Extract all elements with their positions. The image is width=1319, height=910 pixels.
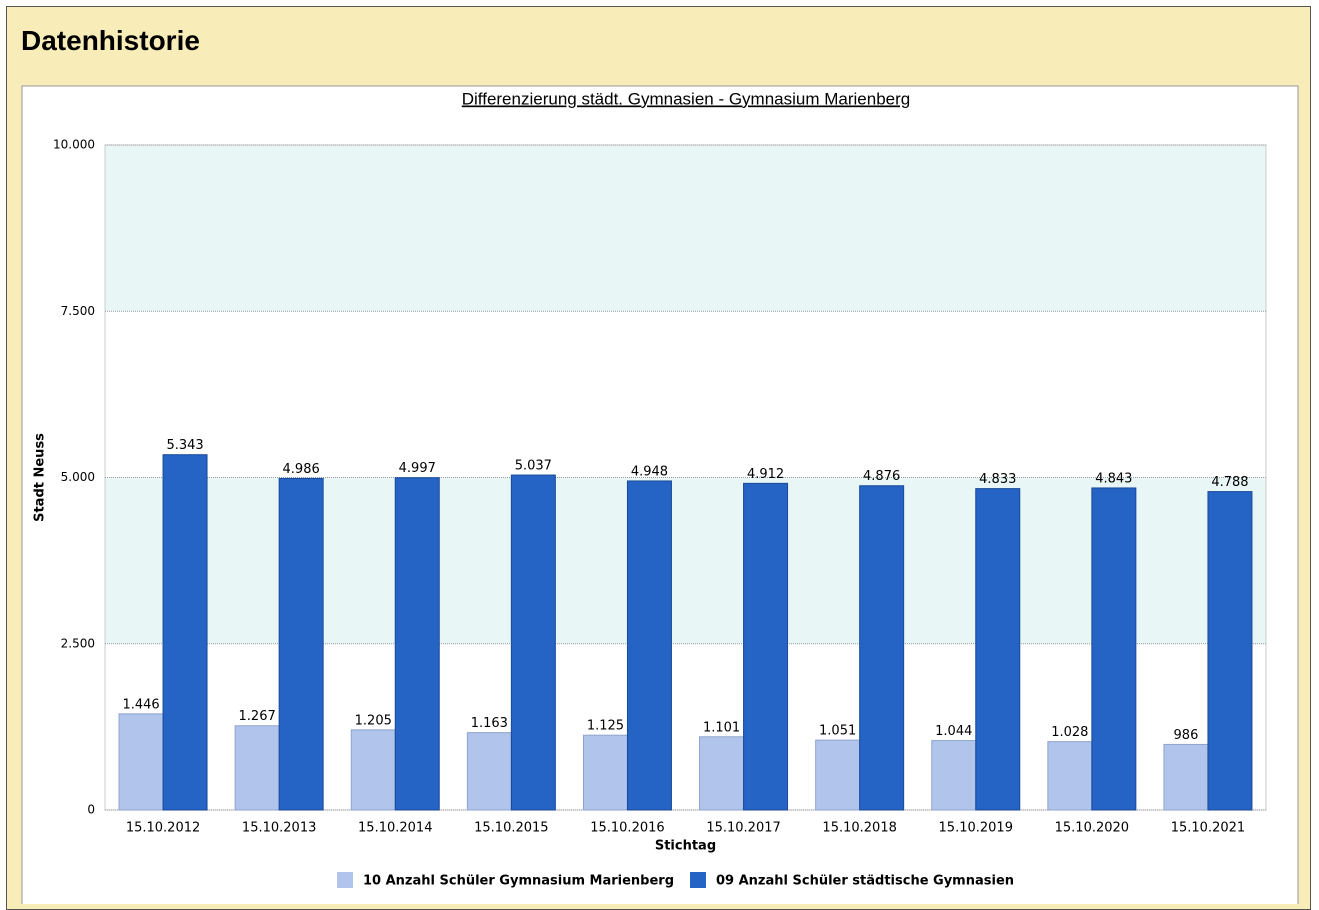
- value-label: 4.912: [747, 467, 784, 482]
- page-title: Datenhistorie: [21, 25, 200, 56]
- legend-swatch: [690, 872, 706, 888]
- y-tick-label: 10.000: [53, 138, 95, 152]
- x-tick-label: 15.10.2017: [706, 821, 780, 836]
- bar: [1091, 487, 1137, 811]
- bar: [931, 740, 977, 811]
- legend-label: 10 Anzahl Schüler Gymnasium Marienberg: [363, 874, 674, 889]
- y-tick-label: 0: [87, 803, 95, 817]
- bar: [234, 725, 280, 811]
- value-label: 1.163: [471, 716, 508, 731]
- bar: [626, 480, 672, 811]
- plot-band: [105, 145, 1266, 312]
- value-label: 4.997: [399, 461, 436, 476]
- x-axis-label: Stichtag: [655, 839, 716, 854]
- legend-swatch: [337, 872, 353, 888]
- y-tick-label: 7.500: [61, 304, 95, 318]
- value-label: 1.267: [239, 709, 276, 724]
- bar: [975, 488, 1021, 811]
- bar: [350, 729, 396, 811]
- bar: [118, 713, 164, 811]
- x-tick-label: 15.10.2014: [358, 821, 432, 836]
- value-label: 4.833: [979, 472, 1016, 487]
- value-label: 4.948: [631, 464, 668, 479]
- value-label: 4.986: [283, 462, 320, 477]
- x-tick-label: 15.10.2019: [939, 821, 1013, 836]
- value-label: 1.125: [587, 719, 624, 734]
- bar: [1047, 741, 1093, 811]
- x-tick-label: 15.10.2016: [590, 821, 664, 836]
- value-label: 986: [1174, 728, 1199, 743]
- bar: [1207, 491, 1253, 811]
- bar: [510, 474, 556, 811]
- bar: [859, 485, 905, 811]
- bar: [162, 454, 208, 811]
- value-label: 5.343: [166, 438, 203, 453]
- y-tick-label: 5.000: [61, 470, 95, 484]
- bar: [466, 732, 512, 811]
- chart-title: Differenzierung städt. Gymnasien - Gymna…: [462, 89, 910, 108]
- y-tick-label: 2.500: [61, 636, 95, 650]
- bar: [278, 477, 324, 811]
- value-label: 1.028: [1051, 725, 1088, 740]
- value-label: 1.051: [819, 724, 856, 739]
- bar: [1163, 743, 1209, 811]
- value-label: 1.044: [935, 724, 972, 739]
- y-axis-label: Stadt Neuss: [33, 433, 48, 522]
- value-label: 4.843: [1095, 471, 1132, 486]
- legend-label: 09 Anzahl Schüler städtische Gymnasien: [716, 874, 1014, 889]
- value-label: 4.788: [1211, 475, 1248, 490]
- x-tick-label: 15.10.2013: [242, 821, 316, 836]
- bar: [699, 736, 745, 811]
- x-tick-label: 15.10.2018: [822, 821, 896, 836]
- x-tick-label: 15.10.2015: [474, 821, 548, 836]
- bar: [394, 477, 440, 811]
- x-tick-label: 15.10.2020: [1055, 821, 1129, 836]
- value-label: 1.101: [703, 720, 740, 735]
- x-tick-label: 15.10.2012: [126, 821, 200, 836]
- bar: [815, 739, 861, 811]
- bar: [743, 482, 789, 811]
- value-label: 5.037: [515, 459, 552, 474]
- bar: [582, 734, 628, 811]
- value-label: 1.446: [122, 697, 159, 712]
- value-label: 4.876: [863, 469, 900, 484]
- x-tick-label: 15.10.2021: [1171, 821, 1245, 836]
- value-label: 1.205: [355, 713, 392, 728]
